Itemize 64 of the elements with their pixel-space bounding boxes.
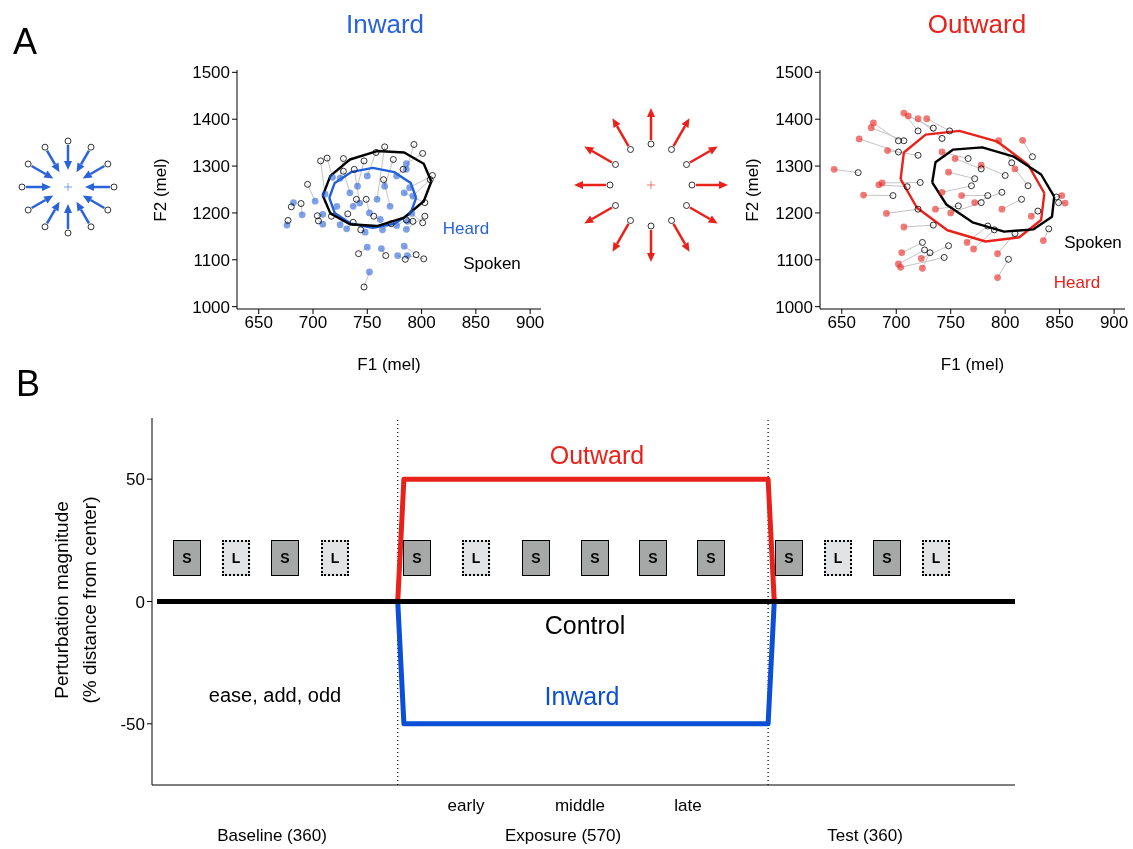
block-icon: S — [775, 540, 803, 576]
x-tick-label: 900 — [515, 313, 545, 333]
block-icon: S — [173, 540, 201, 576]
x-axis-title: F1 (mel) — [940, 355, 1005, 374]
block-icon: S — [403, 540, 431, 576]
y-tick-label: 1100 — [776, 250, 813, 270]
series-label: Heard — [441, 219, 491, 239]
block-icon: L — [321, 540, 349, 576]
x-tick-label: 900 — [1099, 313, 1129, 333]
x-tick-label: 800 — [990, 313, 1020, 333]
annotation: ease, add, odd — [207, 684, 343, 707]
text: Baseline (360) — [216, 825, 328, 846]
y-tick-label: 1400 — [775, 110, 813, 130]
block-icon: S — [873, 540, 901, 576]
block-icon: S — [271, 540, 299, 576]
text: B — [15, 363, 41, 406]
block-icon: S — [639, 540, 667, 576]
series-label: Outward — [548, 441, 646, 470]
text: Spoken — [462, 254, 522, 274]
y-tick-label: 1100 — [193, 250, 230, 270]
block-icon: S — [522, 540, 550, 576]
y-axis-title: Perturbation magnitude (% distance from center) — [51, 496, 100, 704]
x-tick-label: 700 — [298, 313, 328, 333]
y-tick-label: 1500 — [192, 63, 230, 83]
text: Exposure (570) — [503, 825, 623, 846]
x-tick-label: 650 — [244, 313, 273, 333]
text: A — [12, 21, 38, 63]
x-tick-label: 850 — [1045, 313, 1074, 333]
y-axis-title: F2 (mel) — [742, 158, 762, 222]
x-tick-label: 750 — [353, 313, 382, 333]
y-axis-title: F2 (mel) — [150, 158, 170, 222]
block-icon: L — [824, 540, 852, 576]
text: middle — [554, 795, 606, 815]
chart-title: Outward — [926, 9, 1028, 40]
block-icon: L — [462, 540, 490, 576]
block-icon: S — [697, 540, 725, 576]
x-tick-label: 850 — [461, 313, 491, 333]
text: late — [674, 795, 702, 815]
series-label: Inward — [543, 682, 621, 711]
y-tick-label: 1400 — [192, 110, 230, 130]
y-tick-label: -50 — [120, 714, 145, 734]
y-tick-label: 1300 — [192, 157, 230, 177]
y-tick-label: 1300 — [775, 157, 813, 177]
y-tick-label: 1000 — [192, 297, 230, 317]
y-tick-label: 0 — [135, 592, 145, 612]
block-icon: S — [581, 540, 609, 576]
y-tick-label: 1200 — [775, 203, 813, 223]
y-tick-label: 50 — [126, 470, 145, 490]
chart-title: Inward — [344, 9, 425, 40]
y-tick-label: 1000 — [775, 297, 813, 317]
x-tick-label: 800 — [407, 313, 436, 333]
x-axis-title: F1 (mel) — [357, 355, 421, 374]
text: Test (360) — [826, 825, 904, 846]
y-tick-label: 1200 — [192, 203, 230, 223]
series-label: Heard — [1052, 273, 1102, 293]
x-tick-label: 650 — [827, 313, 856, 333]
y-tick-label: 1500 — [775, 63, 813, 83]
block-icon: L — [922, 540, 950, 576]
x-tick-label: 700 — [882, 313, 911, 333]
x-tick-label: 750 — [936, 313, 965, 333]
block-icon: L — [222, 540, 250, 576]
series-label: Control — [543, 611, 627, 640]
series-label: Spoken — [1063, 233, 1123, 253]
text: early — [447, 795, 485, 815]
